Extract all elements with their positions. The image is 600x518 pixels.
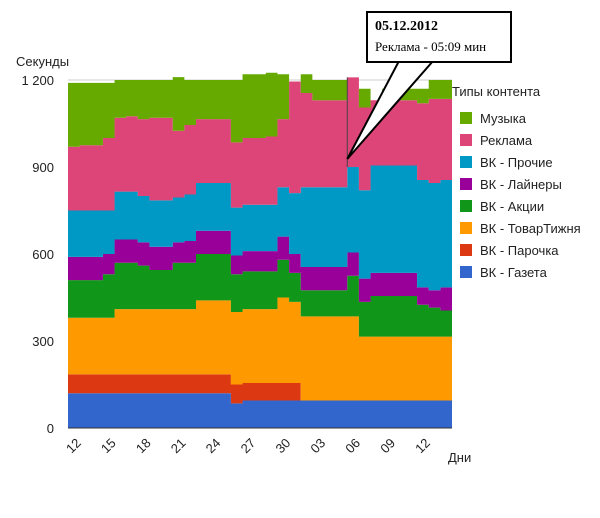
x-tick-label: 15 [98,435,119,456]
tooltip-value: Реклама - 05:09 мин [375,39,486,54]
x-tick-label: 27 [238,435,259,456]
area-6 [68,165,452,291]
legend-label: ВК - Лайнеры [480,177,562,192]
x-tick-label: 12 [63,435,84,456]
legend-swatch [460,200,472,212]
area-8 [68,72,452,147]
x-tick-label: 21 [168,435,189,456]
x-tick-label: 12 [412,435,433,456]
x-tick-label: 06 [342,435,363,456]
x-tick-label: 03 [307,435,328,456]
area-5 [68,230,452,311]
y-tick-label: 300 [32,334,54,349]
tooltip-box [366,11,512,63]
legend-label: ВК - Парочка [480,243,559,258]
legend-label: ВК - Прочие [480,155,553,170]
legend-label: ВК - ТоварТижня [480,221,581,236]
x-tick-label: 30 [273,435,294,456]
y-tick-label: 0 [47,421,54,436]
y-tick-label: 1 200 [21,73,54,88]
axes: 0 300 600 900 1 200 12 15 18 21 24 27 30 03 06 09 12 [21,73,452,456]
x-axis-label: Дни [448,450,471,465]
y-tick-label: 900 [32,160,54,175]
legend-swatch [460,112,472,124]
x-tick-label: 09 [377,435,398,456]
legend-swatch [460,156,472,168]
legend-label: ВК - Газета [480,265,548,280]
legend-label: Музыка [480,111,527,126]
legend-label: Реклама [480,133,533,148]
x-tick-label: 18 [133,435,154,456]
y-axis-label: Секунды [16,54,69,69]
tooltip-title: 05.12.2012 [375,19,438,34]
x-tick-label: 24 [203,435,224,456]
area-3 [68,297,452,401]
area-2 [68,374,452,404]
legend-label: ВК - Акции [480,199,544,214]
legend-title: Типы контента [452,84,541,99]
tooltip: 05.12.2012 Реклама - 05:09 мин [346,11,512,160]
area-series [68,72,452,428]
legend-swatch [460,222,472,234]
legend-swatch [460,244,472,256]
area-4 [68,254,452,337]
area-1 [68,393,452,428]
legend-swatch [460,266,472,278]
legend-swatch [460,178,472,190]
area-7 [68,77,452,211]
legend: Типы контента Музыка Реклама ВК - Прочие ВК… [452,84,581,280]
legend-swatch [460,134,472,146]
y-tick-label: 600 [32,247,54,262]
